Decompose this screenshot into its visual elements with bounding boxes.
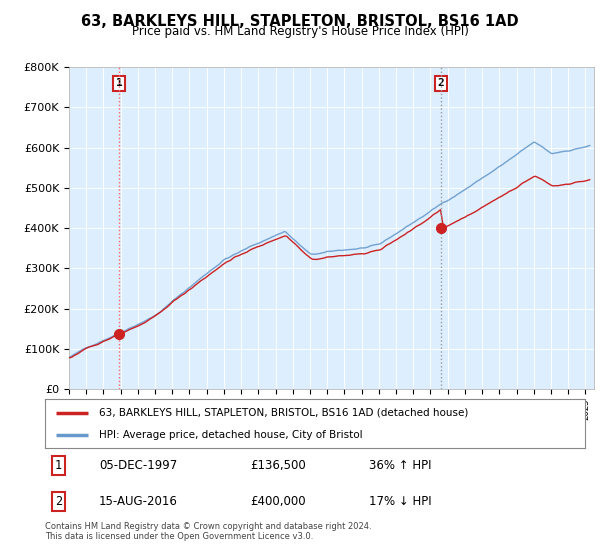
Text: 2: 2 <box>55 494 62 508</box>
Text: 63, BARKLEYS HILL, STAPLETON, BRISTOL, BS16 1AD: 63, BARKLEYS HILL, STAPLETON, BRISTOL, B… <box>81 14 519 29</box>
Text: Contains HM Land Registry data © Crown copyright and database right 2024.
This d: Contains HM Land Registry data © Crown c… <box>45 522 371 542</box>
Text: Price paid vs. HM Land Registry's House Price Index (HPI): Price paid vs. HM Land Registry's House … <box>131 25 469 38</box>
Text: 1: 1 <box>55 459 62 472</box>
Text: 15-AUG-2016: 15-AUG-2016 <box>99 494 178 508</box>
Text: 1: 1 <box>116 78 122 88</box>
Text: 63, BARKLEYS HILL, STAPLETON, BRISTOL, BS16 1AD (detached house): 63, BARKLEYS HILL, STAPLETON, BRISTOL, B… <box>99 408 469 418</box>
Text: 36% ↑ HPI: 36% ↑ HPI <box>369 459 431 472</box>
Text: £136,500: £136,500 <box>250 459 306 472</box>
Text: HPI: Average price, detached house, City of Bristol: HPI: Average price, detached house, City… <box>99 430 362 440</box>
Text: 2: 2 <box>438 78 445 88</box>
Text: 17% ↓ HPI: 17% ↓ HPI <box>369 494 431 508</box>
Text: £400,000: £400,000 <box>250 494 306 508</box>
Text: 05-DEC-1997: 05-DEC-1997 <box>99 459 177 472</box>
